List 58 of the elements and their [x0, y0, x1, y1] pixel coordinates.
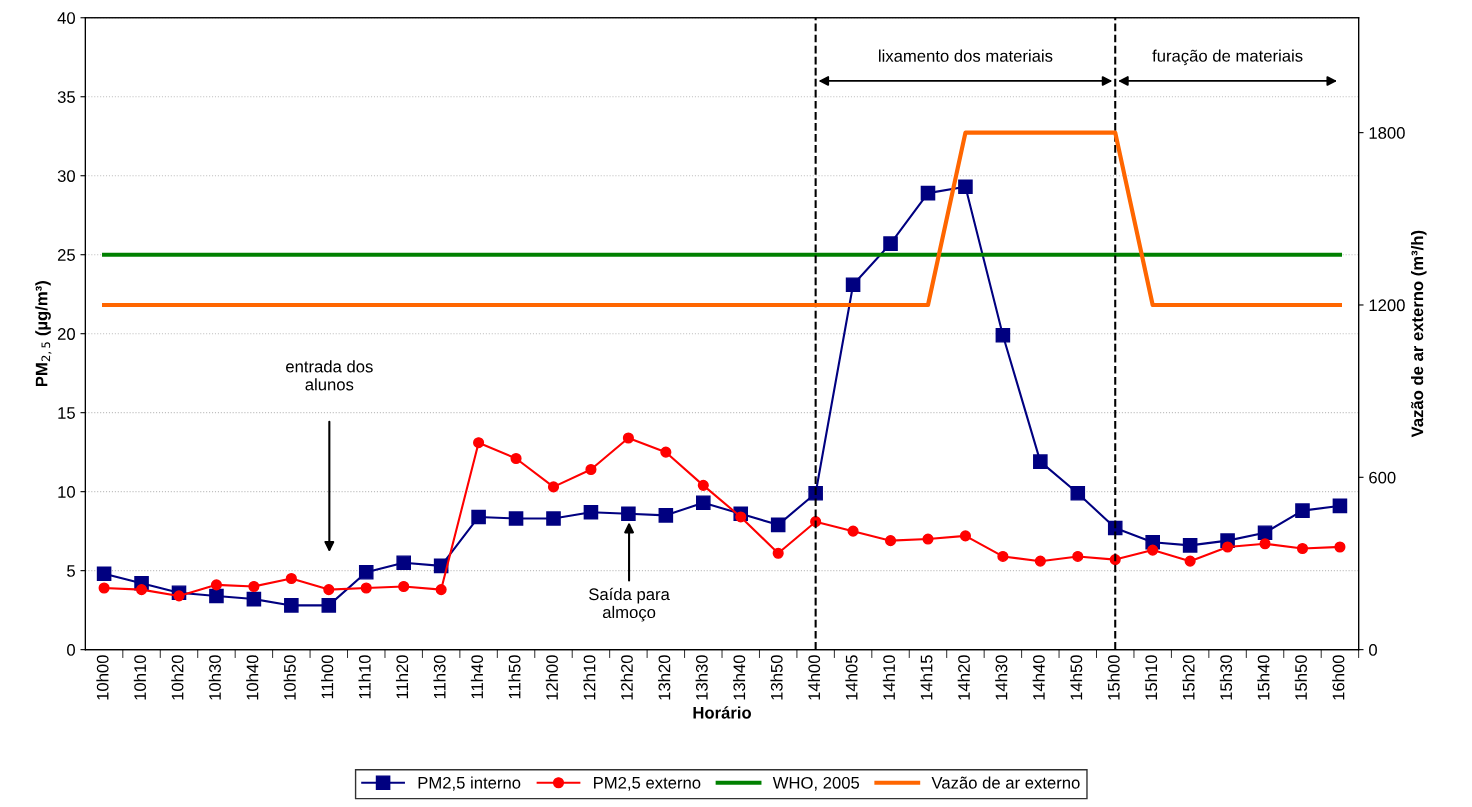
x-axis-title: Horário: [693, 706, 751, 719]
x-tick-label: 13h40: [732, 655, 746, 700]
x-tick-label: 10h50: [283, 655, 296, 700]
x-tick-label: 15h00: [1107, 655, 1120, 700]
x-tick-label: 14h15: [920, 655, 933, 700]
y2-axis-title: Vazão de ar externo (m³/h): [1411, 230, 1427, 438]
x-tick-label: 14h00: [807, 655, 821, 700]
y-axis-title: PM$_{2,5}$ (µg/m³): [35, 281, 52, 387]
x-tick-label: 15h30: [1219, 655, 1233, 700]
x-tick-label: 11h10: [358, 655, 371, 699]
annotation: Saída para almoço: [589, 587, 670, 622]
y2-tick-label: 1800: [1369, 127, 1405, 139]
legend-label: WHO, 2005: [772, 776, 860, 791]
x-tick-label: 10h30: [208, 655, 221, 700]
x-tick-label: 14h40: [1032, 655, 1045, 700]
x-tick-label: 14h20: [957, 655, 970, 700]
annotation: entrada dos alunos: [286, 360, 373, 391]
x-tick-label: 13h20: [658, 655, 671, 700]
y-tick-label: 30: [57, 170, 75, 182]
x-tick-label: 10h00: [96, 655, 109, 700]
x-tick-label: 12h20: [620, 655, 633, 700]
x-tick-label: 11h40: [470, 655, 484, 699]
y-tick-label: 5: [67, 565, 75, 577]
x-tick-label: 11h20: [395, 655, 409, 699]
x-tick-label: 15h50: [1294, 655, 1307, 700]
x-tick-label: 15h40: [1257, 655, 1270, 700]
x-tick-label: 14h50: [1070, 655, 1083, 700]
annotation: furação de materiais: [1152, 49, 1303, 66]
y-tick-label: 15: [58, 407, 75, 419]
y-tick-label: 35: [57, 91, 75, 103]
x-tick-label: 10h20: [171, 655, 184, 700]
y-tick-label: 0: [67, 644, 75, 656]
x-tick-label: 11h50: [508, 655, 521, 699]
x-tick-label: 14h10: [882, 655, 896, 700]
y-tick-label: 10: [58, 486, 75, 498]
x-tick-label: 13h30: [695, 655, 708, 700]
x-tick-label: 16h00: [1332, 655, 1345, 700]
x-tick-label: 10h40: [246, 655, 259, 700]
legend-label: Vazão de ar externo: [931, 776, 1080, 789]
y2-tick-label: 600: [1369, 471, 1396, 484]
y-tick-label: 25: [57, 249, 75, 261]
x-tick-label: 15h20: [1182, 655, 1195, 700]
x-tick-label: 10h10: [133, 655, 147, 700]
y2-tick-label: 1200: [1369, 299, 1405, 312]
x-tick-label: 12h10: [583, 655, 596, 700]
x-tick-label: 11h30: [433, 655, 446, 699]
x-tick-label: 12h00: [545, 655, 558, 700]
annotation: lixamento dos materiais: [879, 49, 1053, 62]
x-tick-label: 15h10: [1144, 655, 1158, 700]
y-tick-label: 20: [57, 328, 75, 340]
x-tick-label: 14h30: [995, 655, 1008, 700]
x-tick-label: 14h05: [845, 655, 858, 700]
legend-label: PM2,5 externo: [594, 776, 701, 791]
legend-label: PM2,5 interno: [418, 776, 521, 791]
x-tick-label: 13h50: [770, 655, 783, 700]
y-tick-label: 40: [57, 12, 75, 24]
y2-tick-label: 0: [1369, 644, 1377, 656]
x-tick-label: 11h00: [321, 655, 334, 699]
